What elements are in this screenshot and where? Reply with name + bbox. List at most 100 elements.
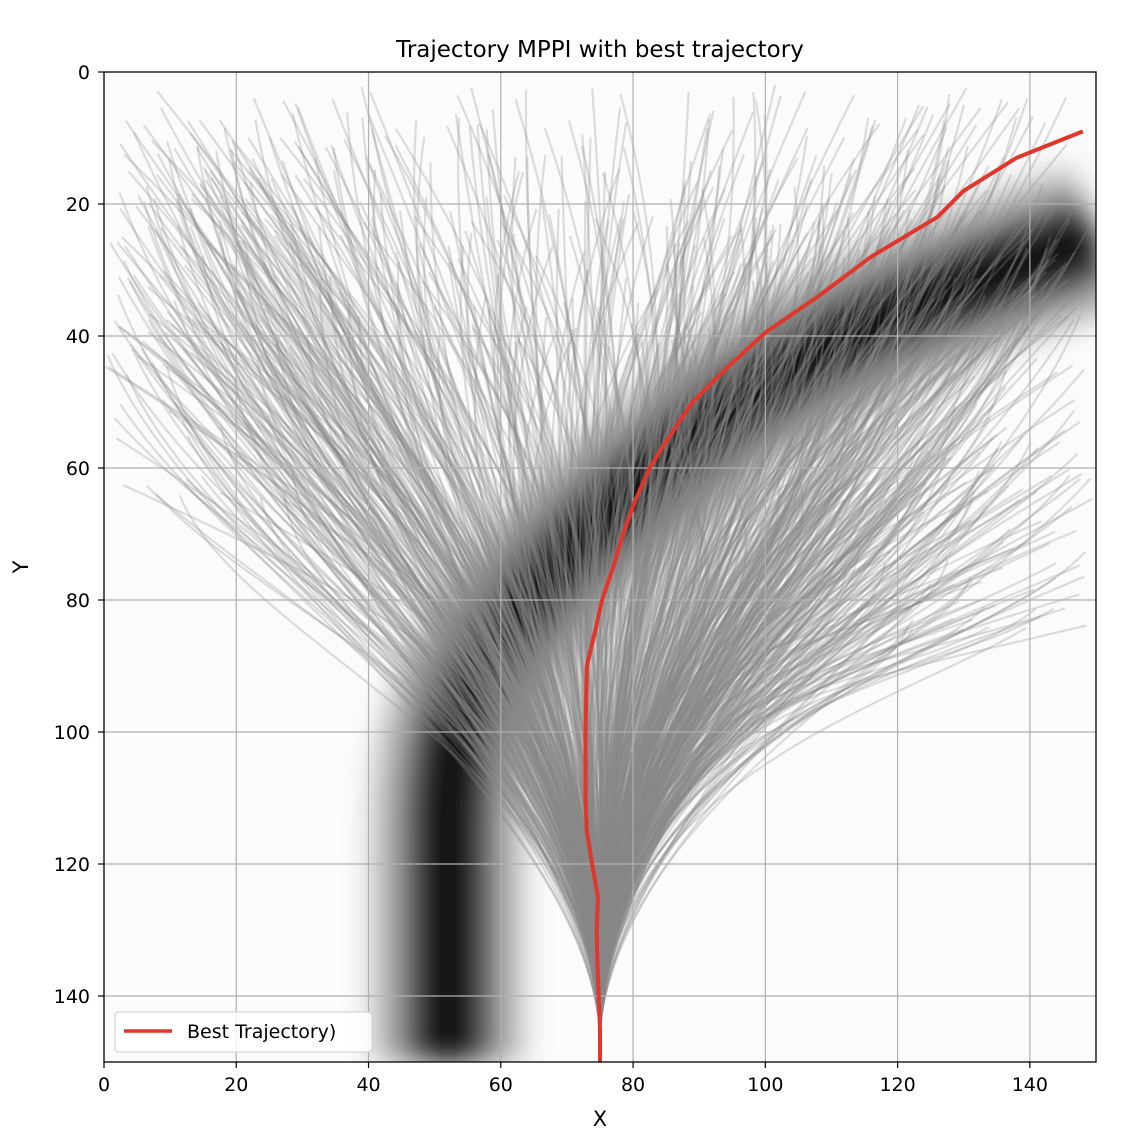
sampled-trajectory — [148, 313, 602, 1030]
sampled-trajectories — [104, 85, 1094, 1030]
sampled-trajectory — [598, 292, 680, 1030]
sampled-trajectory — [598, 478, 687, 1030]
sampled-trajectory — [597, 371, 1058, 1030]
sampled-trajectory — [598, 198, 889, 1030]
sampled-trajectory — [597, 93, 659, 1030]
sampled-trajectory — [598, 440, 1003, 1030]
sampled-trajectory — [170, 323, 602, 1030]
sampled-trajectory — [598, 404, 995, 1030]
sampled-trajectory — [476, 124, 602, 1030]
sampled-trajectory — [189, 132, 602, 1030]
sampled-trajectory — [598, 211, 871, 1030]
sampled-trajectory — [137, 195, 602, 1030]
sampled-trajectory — [597, 472, 881, 1030]
sampled-trajectory — [598, 186, 715, 1030]
sampled-trajectory — [200, 320, 602, 1030]
sampled-trajectory — [297, 146, 603, 1030]
sampled-trajectory — [188, 207, 602, 1030]
sampled-trajectory — [598, 310, 735, 1030]
sampled-trajectory — [598, 275, 1094, 1030]
sampled-trajectory — [507, 208, 602, 1030]
sampled-trajectory — [596, 193, 631, 1030]
sampled-trajectory — [264, 346, 602, 1030]
sampled-trajectory — [598, 95, 782, 1030]
sampled-trajectory — [598, 340, 906, 1030]
sampled-trajectory — [597, 499, 845, 1030]
best-trajectory-line — [583, 129, 1084, 1062]
sampled-trajectory — [280, 173, 603, 1030]
sampled-trajectory — [598, 113, 712, 1030]
sampled-trajectory — [598, 364, 1073, 1030]
sampled-trajectory — [598, 276, 952, 1030]
sampled-trajectory — [161, 399, 602, 1030]
sampled-trajectory — [598, 478, 696, 1030]
sampled-trajectory — [218, 231, 602, 1030]
chart-title: Trajectory MPPI with best trajectory — [395, 37, 804, 63]
sampled-trajectory — [487, 306, 602, 1030]
sampled-trajectory — [157, 334, 602, 1030]
sampled-trajectory — [218, 119, 602, 1030]
sampled-trajectory — [598, 177, 941, 1030]
legend-box — [114, 1011, 373, 1053]
sampled-trajectory — [190, 351, 602, 1030]
sampled-trajectory — [598, 432, 737, 1030]
sampled-trajectory — [598, 559, 949, 1030]
sampled-trajectory — [598, 161, 765, 1030]
sampled-trajectory — [186, 120, 602, 1030]
sampled-trajectory — [206, 242, 603, 1030]
sampled-trajectory — [598, 391, 804, 1030]
x-tick-label: 0 — [98, 1074, 110, 1096]
sampled-trajectory — [598, 365, 1008, 1030]
sampled-trajectory — [449, 211, 602, 1030]
sampled-trajectory — [560, 156, 602, 1030]
sampled-trajectory — [259, 498, 602, 1030]
sampled-trajectory — [598, 427, 843, 1030]
sampled-trajectory — [597, 296, 825, 1030]
sampled-trajectory — [456, 117, 602, 1030]
sampled-trajectory — [598, 386, 1007, 1030]
sampled-trajectory — [598, 294, 1037, 1030]
sampled-trajectory — [597, 471, 864, 1030]
sampled-trajectory — [598, 474, 1071, 1030]
sampled-trajectory — [597, 477, 780, 1030]
sampled-trajectory — [190, 198, 602, 1030]
sampled-trajectory — [184, 264, 602, 1030]
sampled-trajectory — [109, 242, 602, 1030]
sampled-trajectory — [598, 116, 1018, 1030]
sampled-trajectory — [598, 528, 1011, 1030]
sampled-trajectory — [106, 354, 602, 1030]
sampled-trajectory — [166, 310, 602, 1030]
sampled-trajectory — [279, 395, 602, 1030]
sampled-trajectory — [598, 235, 733, 1030]
sampled-trajectory — [598, 450, 930, 1030]
sampled-trajectory — [598, 335, 944, 1030]
sampled-trajectory — [598, 224, 964, 1030]
sampled-trajectory — [598, 429, 722, 1030]
sampled-trajectory — [598, 372, 724, 1030]
sampled-trajectory — [445, 125, 608, 1030]
sampled-trajectory — [598, 339, 874, 1030]
sampled-trajectory — [275, 206, 602, 1030]
sampled-trajectory — [279, 137, 603, 1030]
sampled-trajectory — [598, 365, 817, 1030]
sampled-trajectory — [598, 361, 709, 1030]
sampled-trajectory — [598, 488, 870, 1030]
sampled-trajectory — [598, 562, 887, 1030]
sampled-trajectory — [141, 340, 602, 1030]
sampled-trajectory — [305, 335, 602, 1030]
sampled-trajectory — [199, 184, 602, 1030]
sampled-trajectory — [456, 94, 602, 1030]
sampled-trajectory — [598, 371, 855, 1030]
sampled-trajectory — [598, 374, 937, 1030]
sampled-trajectory — [164, 331, 602, 1030]
sampled-trajectory — [598, 466, 862, 1030]
sampled-trajectory — [598, 113, 935, 1030]
sampled-trajectory — [598, 437, 994, 1030]
sampled-trajectory — [598, 339, 826, 1030]
sampled-trajectory — [598, 291, 724, 1030]
sampled-trajectory — [598, 94, 856, 1030]
sampled-trajectory — [598, 409, 894, 1030]
sampled-trajectory — [493, 171, 602, 1030]
sampled-trajectory — [300, 314, 602, 1030]
sampled-trajectory — [598, 119, 877, 1030]
